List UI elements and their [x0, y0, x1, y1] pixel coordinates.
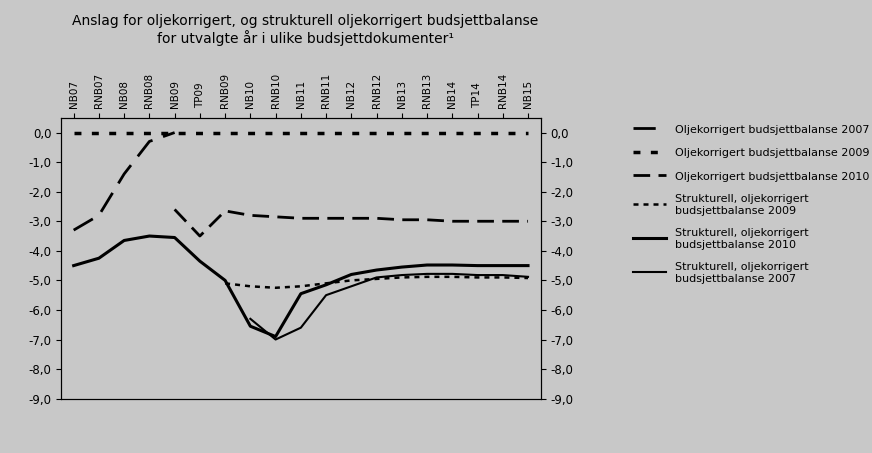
Text: Anslag for oljekorrigert, og strukturell oljekorrigert budsjettbalanse
for utval: Anslag for oljekorrigert, og strukturell… [72, 14, 538, 46]
Legend: Oljekorrigert budsjettbalanse 2007, Oljekorrigert budsjettbalanse 2009, Oljekorr: Oljekorrigert budsjettbalanse 2007, Olje… [632, 123, 869, 284]
